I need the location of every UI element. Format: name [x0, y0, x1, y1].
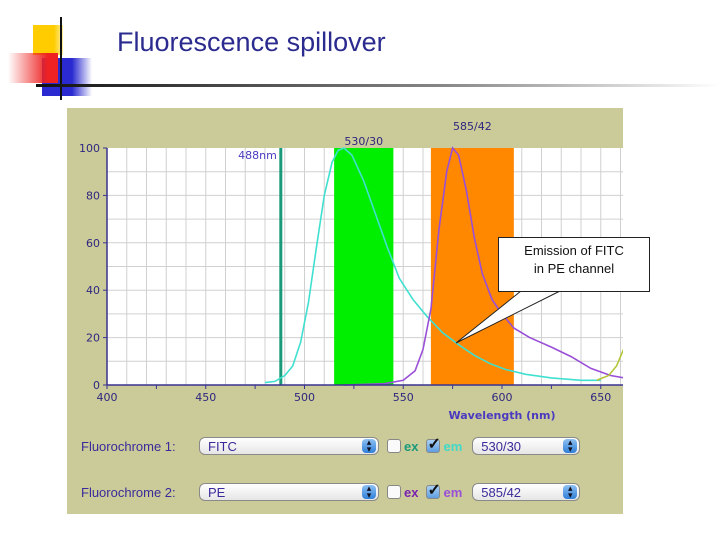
updown-arrows-icon: ▴ ▾ — [362, 438, 376, 454]
callout-line-2: in PE channel — [533, 261, 615, 276]
filter-label-1: 585/42 — [453, 120, 492, 133]
fluorochrome-1-ex-checkbox[interactable] — [387, 439, 401, 453]
fluorochrome-2-em-label: em — [443, 484, 463, 500]
callout-box: Emission of FITC in PE channel — [498, 237, 650, 292]
slide-title: Fluorescence spillover — [117, 27, 386, 57]
x-tick-label: 450 — [195, 391, 216, 404]
ornament-red-square — [8, 53, 58, 83]
series-line-1 — [343, 146, 623, 386]
callout-line-1: Emission of FITC — [524, 243, 624, 258]
ornament-yellow-square — [33, 25, 63, 55]
y-tick-label: 60 — [86, 237, 100, 250]
laser-label: 488nm — [238, 149, 277, 162]
updown-arrows-icon: ▴ ▾ — [563, 484, 578, 500]
x-tick-label: 550 — [393, 391, 414, 404]
y-tick-label: 20 — [86, 332, 100, 345]
fluorochrome-2-row: Fluorochrome 2: PE ▴▾ ex em 585/42 ▴▾ — [81, 480, 581, 503]
fluorochrome-2-ex-checkbox[interactable] — [387, 485, 401, 499]
fluorochrome-1-row: Fluorochrome 1: FITC ▴▾ ex em 530/30 ▴▾ — [81, 434, 581, 457]
fluorochrome-2-filter-value: 585/42 — [481, 485, 522, 500]
y-tick-label: 0 — [93, 379, 100, 392]
fluorochrome-1-em-checkbox[interactable] — [426, 434, 441, 454]
series-line-0 — [264, 147, 601, 384]
filter-band-0 — [334, 148, 394, 385]
fluorochrome-2-value: PE — [208, 485, 226, 500]
x-tick-label: 650 — [590, 391, 611, 404]
updown-arrows-icon: ▴ ▾ — [362, 484, 376, 500]
fluorochrome-2-em-checkbox[interactable] — [426, 480, 441, 500]
series-line-2 — [596, 348, 623, 382]
fluorochrome-2-label: Fluorochrome 2: — [81, 484, 176, 500]
fluorochrome-1-filter-select[interactable]: 530/30 ▴ ▾ — [472, 437, 581, 455]
fluorochrome-1-select[interactable]: FITC ▴ ▾ — [199, 437, 379, 455]
y-tick-label: 100 — [79, 142, 100, 155]
x-tick-label: 400 — [97, 391, 118, 404]
ornament-horizontal-line — [36, 84, 720, 87]
fluorochrome-1-em-label: em — [443, 438, 463, 454]
fluorochrome-1-label: Fluorochrome 1: — [81, 438, 176, 454]
fluorochrome-2-select[interactable]: PE ▴ ▾ — [199, 483, 379, 501]
x-tick-label: 500 — [294, 391, 315, 404]
updown-arrows-icon: ▴ ▾ — [563, 438, 578, 454]
y-tick-label: 80 — [86, 189, 100, 202]
fluorochrome-2-filter-select[interactable]: 585/42 ▴ ▾ — [472, 483, 581, 501]
x-axis-label: Wavelength (nm) — [449, 409, 556, 422]
fluorochrome-1-ex-label: ex — [404, 438, 419, 454]
fluorochrome-2-ex-label: ex — [404, 484, 419, 500]
filter-label-0: 530/30 — [344, 135, 383, 148]
x-tick-label: 600 — [492, 391, 513, 404]
y-tick-label: 40 — [86, 284, 100, 297]
fluorochrome-1-filter-value: 530/30 — [481, 439, 522, 454]
ornament-vertical-line — [60, 17, 62, 100]
fluorochrome-1-value: FITC — [208, 439, 237, 454]
